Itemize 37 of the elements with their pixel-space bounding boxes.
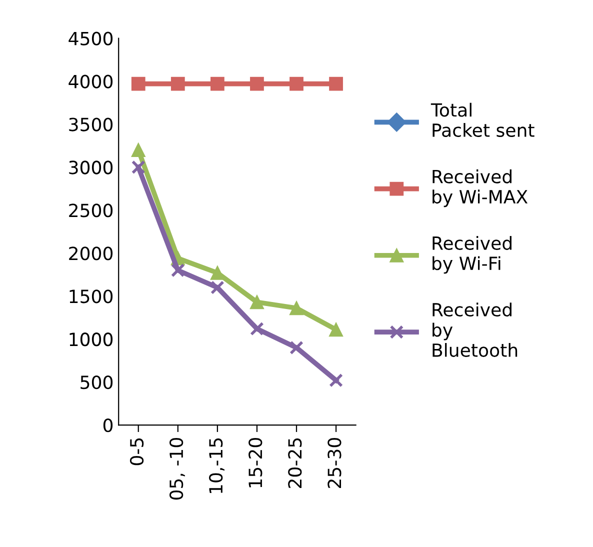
- y-tick-label: 2000: [69, 246, 113, 260]
- point: [170, 263, 185, 278]
- point: [210, 76, 224, 91]
- point: [329, 76, 343, 91]
- point: [210, 280, 224, 294]
- point: [131, 76, 146, 91]
- y-tick-label: 4000: [68, 74, 113, 88]
- point: [210, 266, 224, 280]
- x-tick-label: 0-5: [130, 438, 144, 466]
- point: [131, 143, 146, 157]
- point: [170, 76, 185, 91]
- point: [329, 373, 343, 388]
- y-tick-label: 2500: [69, 204, 113, 218]
- y-tick-label: 1000: [70, 332, 113, 346]
- x-tick-label: 15-20: [248, 438, 262, 488]
- legend-label: Received by Bluetooth: [432, 302, 518, 357]
- point: [290, 340, 304, 355]
- y-tick-label: 500: [80, 376, 113, 390]
- x-tick-label: 10,-15: [209, 438, 225, 494]
- y-tick-label: 4500: [68, 32, 113, 46]
- x-tick-label: 05, -10: [169, 438, 185, 500]
- x-tick-label: 25-30: [328, 438, 342, 488]
- point: [250, 322, 264, 336]
- legend-label: Received by Wi-Fi: [432, 236, 512, 274]
- point: [290, 301, 304, 316]
- point: [329, 322, 343, 337]
- y-tick-label: 0: [103, 418, 113, 432]
- point: [250, 76, 264, 91]
- point: [250, 295, 264, 310]
- x-tick-label: 20-25: [288, 438, 302, 488]
- legend-label: Total Packet sent: [430, 102, 534, 138]
- y-tick-label: 3500: [69, 118, 113, 132]
- point: [131, 160, 146, 174]
- y-tick-label: 3000: [69, 160, 113, 174]
- point: [290, 76, 304, 91]
- y-tick-label: 1500: [70, 290, 113, 304]
- legend-label: Received by Wi-MAX: [432, 169, 528, 208]
